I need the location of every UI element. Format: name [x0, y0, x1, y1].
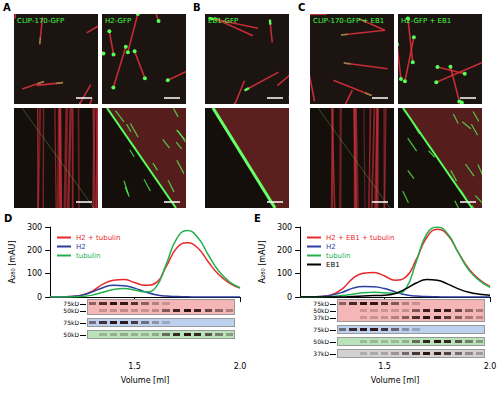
- svg-text:200: 200: [27, 246, 42, 255]
- html-text:E: E: [254, 213, 261, 224]
- html-text:75kD: 75kD: [63, 299, 80, 307]
- svg-text:2.0: 2.0: [484, 362, 497, 371]
- svg-text:1.5: 1.5: [378, 362, 391, 371]
- svg-text:H2: H2: [76, 243, 86, 251]
- svg-text:A₂₈₀ [mAU]: A₂₈₀ [mAU]: [8, 241, 17, 284]
- svg-text:300: 300: [277, 223, 292, 232]
- html-text:50kD: 50kD: [63, 330, 80, 338]
- svg-text:A₂₈₀ [mAU]: A₂₈₀ [mAU]: [258, 241, 267, 284]
- svg-text:200: 200: [277, 246, 292, 255]
- svg-text:EB1: EB1: [326, 261, 340, 269]
- svg-text:H2 + tubulin: H2 + tubulin: [76, 234, 120, 242]
- svg-text:Volume [ml]: Volume [ml]: [371, 376, 420, 385]
- html-text:50kD: 50kD: [313, 337, 330, 345]
- html-text:37kD: 37kD: [313, 349, 330, 357]
- svg-text:EB1-GFP: EB1-GFP: [208, 17, 238, 25]
- svg-text:H2-GFP: H2-GFP: [105, 17, 131, 25]
- html-text:37kD: 37kD: [313, 313, 330, 321]
- svg-text:H2: H2: [326, 243, 336, 251]
- svg-text:0: 0: [37, 293, 42, 302]
- svg-text:1.5: 1.5: [128, 362, 141, 371]
- svg-text:0: 0: [287, 293, 292, 302]
- svg-text:A: A: [3, 2, 11, 13]
- svg-text:B: B: [193, 2, 201, 13]
- svg-text:2.0: 2.0: [234, 362, 247, 371]
- html-text:75kD: 75kD: [63, 318, 80, 326]
- html-text:50kD: 50kD: [63, 306, 80, 314]
- svg-text:300: 300: [27, 223, 42, 232]
- html-text:50kD: 50kD: [313, 306, 330, 314]
- html-text:D: D: [4, 213, 13, 224]
- html-text:75kD: 75kD: [313, 299, 330, 307]
- svg-text:C: C: [298, 2, 305, 13]
- svg-text:Volume [ml]: Volume [ml]: [121, 376, 170, 385]
- html-text:75kD: 75kD: [313, 325, 330, 333]
- svg-text:CLIP-170-GFP: CLIP-170-GFP: [17, 17, 64, 25]
- svg-text:100: 100: [27, 269, 42, 278]
- svg-text:H2 + EB1 + tubulin: H2 + EB1 + tubulin: [326, 234, 394, 242]
- svg-text:CLIP-170-GFP + EB1: CLIP-170-GFP + EB1: [313, 17, 384, 25]
- svg-text:tubulin: tubulin: [76, 252, 100, 260]
- svg-text:tubulin: tubulin: [326, 252, 350, 260]
- svg-text:100: 100: [277, 269, 292, 278]
- svg-text:H2-GFP + EB1: H2-GFP + EB1: [401, 17, 451, 25]
